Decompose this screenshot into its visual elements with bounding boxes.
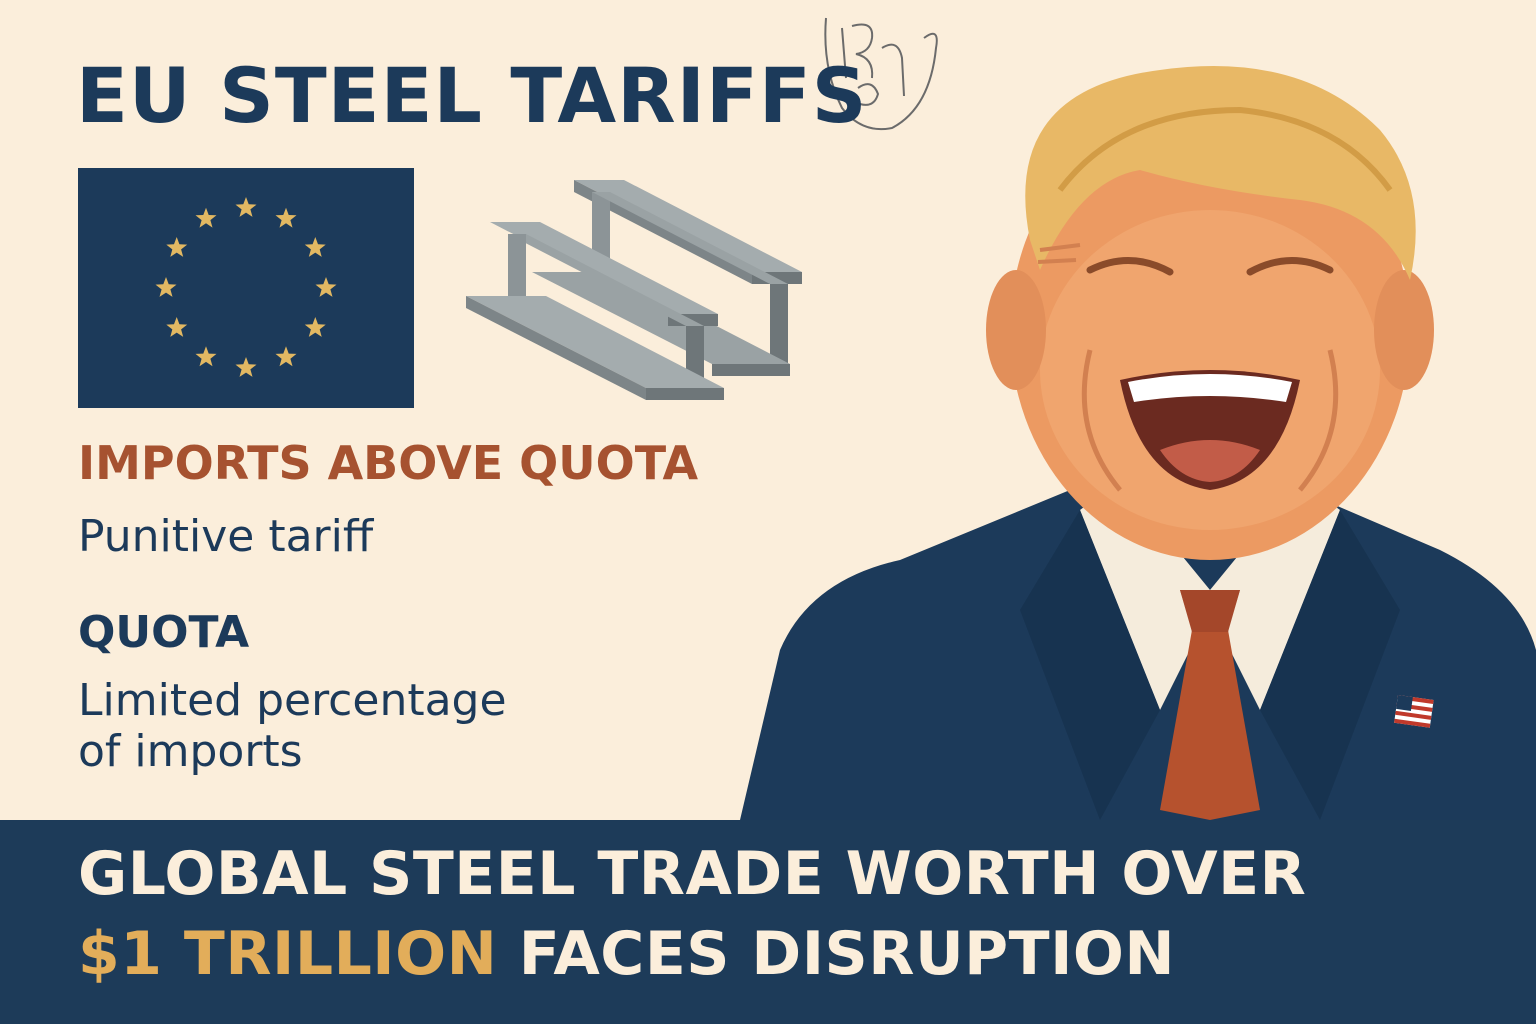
punitive-tariff-text: Punitive tariff: [78, 511, 374, 562]
eu-star-icon: [235, 197, 257, 217]
page-title: EU STEEL TARIFFS: [76, 51, 868, 140]
signature-mark: [824, 17, 938, 130]
imports-above-quota-label: IMPORTS ABOVE QUOTA: [78, 436, 699, 490]
quota-label: QUOTA: [78, 607, 250, 658]
eu-star-icon: [195, 346, 217, 367]
banner-line-2-rest: FACES DISRUPTION: [497, 919, 1176, 989]
us-flag-pin-icon: [1394, 695, 1434, 728]
quota-description-line2: of imports: [78, 725, 303, 777]
eu-star-icon: [304, 317, 326, 337]
quota-description: Limited percentage of imports: [78, 675, 507, 777]
laughing-man-illustration: [740, 66, 1536, 820]
eu-star-icon: [315, 277, 337, 297]
eu-star-icon: [235, 357, 257, 377]
eu-star-icon: [275, 346, 297, 367]
banner-line-1: GLOBAL STEEL TRADE WORTH OVER: [78, 839, 1307, 909]
eu-star-icon: [155, 277, 177, 297]
eu-star-icon: [166, 237, 188, 257]
eu-star-icon: [275, 207, 297, 228]
eu-star-icon: [304, 237, 326, 257]
quota-description-line1: Limited percentage: [78, 675, 507, 726]
bottom-banner: GLOBAL STEEL TRADE WORTH OVER $1 TRILLIO…: [0, 820, 1536, 1024]
banner-line-2: $1 TRILLION FACES DISRUPTION: [78, 924, 1175, 984]
trillion-highlight: $1 TRILLION: [78, 919, 498, 989]
eu-flag-icon: [78, 168, 414, 408]
steel-beams-icon: [466, 180, 802, 400]
eu-star-icon: [195, 207, 217, 228]
eu-star-icon: [166, 317, 188, 337]
